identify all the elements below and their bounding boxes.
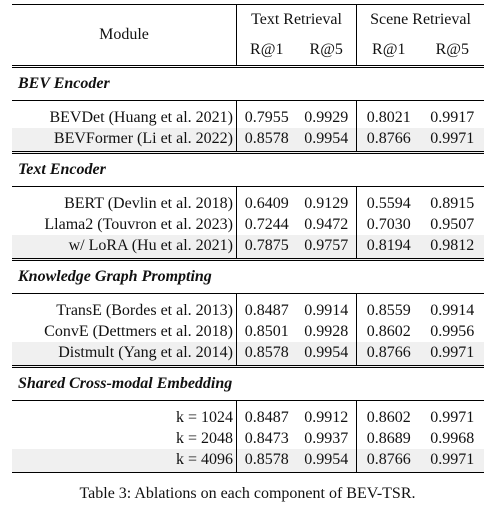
module-header: Module xyxy=(99,26,149,43)
module-cell: TransE (Bordes et al. 2013) xyxy=(56,301,233,319)
value-cell: 0.9954 xyxy=(304,450,349,468)
value-cell: 0.8487 xyxy=(236,400,297,428)
value-cell: 0.8915 xyxy=(430,194,475,212)
value-cell: 0.7030 xyxy=(355,214,421,235)
module-cell: k = 2048 xyxy=(175,429,233,447)
section: Knowledge Graph Prompting TransE (Bordes … xyxy=(12,258,484,367)
value-cell: 0.9954 xyxy=(304,129,349,147)
value-cell: 0.9928 xyxy=(304,322,349,340)
value-cell: 0.9917 xyxy=(430,108,475,126)
value-cell: 0.9954 xyxy=(304,343,349,361)
module-cell: ConvE (Dettmers et al. 2018) xyxy=(44,322,233,340)
group-header: Scene Retrieval xyxy=(355,4,484,35)
value-cell: 0.9472 xyxy=(304,215,349,233)
value-cell: 0.7875 xyxy=(236,235,297,260)
metric-row: R@1 R@5 R@1 R@5 xyxy=(12,35,484,67)
value-cell: 0.8766 xyxy=(355,342,421,367)
value-cell: 0.8689 xyxy=(355,428,421,449)
value-cell: 0.9937 xyxy=(304,429,349,447)
table-row: BEVFormer (Li et al. 2022) 0.8578 0.9954 0.… xyxy=(12,128,484,153)
section: BEV Encoder BEVDet (Huang et al. 2021) 0.7… xyxy=(12,65,484,153)
group-header: Text Retrieval xyxy=(236,4,357,35)
value-cell: 0.9971 xyxy=(430,343,475,361)
metric-header: R@5 xyxy=(435,41,469,58)
table-row: k = 2048 0.8473 0.9937 0.8689 0.9968 xyxy=(12,428,484,449)
module-cell: BEVFormer (Li et al. 2022) xyxy=(53,129,233,147)
value-cell: 0.9929 xyxy=(304,108,349,126)
section-title: Knowledge Graph Prompting xyxy=(12,258,484,294)
value-cell: 0.8766 xyxy=(355,449,421,473)
value-cell: 0.9914 xyxy=(304,301,349,319)
caption: Table 3: Ablations on each component of … xyxy=(79,485,416,502)
section-title-row: BEV Encoder xyxy=(12,65,484,101)
value-cell: 0.9971 xyxy=(430,129,475,147)
value-cell: 0.8487 xyxy=(236,293,297,321)
table-row: k = 4096 0.8578 0.9954 0.8766 0.9971 xyxy=(12,449,484,473)
ablation-table: Module Text Retrieval Scene Retrieval R@… xyxy=(12,4,484,473)
value-cell: 0.8578 xyxy=(236,342,297,367)
value-cell: 0.6409 xyxy=(236,186,297,214)
value-cell: 0.7244 xyxy=(236,214,297,235)
section-title-row: Shared Cross-modal Embedding xyxy=(12,365,484,401)
metric-header: R@1 xyxy=(236,35,297,67)
value-cell: 0.9129 xyxy=(304,194,349,212)
value-cell: 0.8501 xyxy=(236,321,297,342)
value-cell: 0.8021 xyxy=(355,100,421,128)
section-title: BEV Encoder xyxy=(12,65,484,101)
value-cell: 0.9956 xyxy=(430,322,475,340)
value-cell: 0.8602 xyxy=(355,400,421,428)
value-cell: 0.9968 xyxy=(430,429,475,447)
table-row: ConvE (Dettmers et al. 2018) 0.8501 0.9928… xyxy=(12,321,484,342)
table-row: Llama2 (Touvron et al. 2023) 0.7244 0.9472… xyxy=(12,214,484,235)
value-cell: 0.5594 xyxy=(355,186,421,214)
value-cell: 0.8766 xyxy=(355,128,421,153)
section-title-row: Text Encoder xyxy=(12,151,484,187)
value-cell: 0.9507 xyxy=(430,215,475,233)
section-title-row: Knowledge Graph Prompting xyxy=(12,258,484,294)
section: Shared Cross-modal Embedding k = 1024 0.84… xyxy=(12,365,484,473)
value-cell: 0.8578 xyxy=(236,128,297,153)
module-cell: w/ LoRA (Hu et al. 2021) xyxy=(68,236,233,254)
metric-header: R@5 xyxy=(309,41,343,58)
table-row: TransE (Bordes et al. 2013) 0.8487 0.9914 0… xyxy=(12,293,484,321)
value-cell: 0.9971 xyxy=(430,450,475,468)
value-cell: 0.8578 xyxy=(236,449,297,473)
value-cell: 0.8559 xyxy=(355,293,421,321)
value-cell: 0.7955 xyxy=(236,100,297,128)
value-cell: 0.9971 xyxy=(430,408,475,426)
table-row: Distmult (Yang et al. 2014) 0.8578 0.9954 0… xyxy=(12,342,484,367)
section-title: Shared Cross-modal Embedding xyxy=(12,365,484,401)
value-cell: 0.9914 xyxy=(430,301,475,319)
module-cell: BEVDet (Huang et al. 2021) xyxy=(49,108,233,126)
module-cell: BERT (Devlin et al. 2018) xyxy=(64,194,233,212)
section: Text Encoder BERT (Devlin et al. 2018) 0.6… xyxy=(12,151,484,260)
value-cell: 0.8473 xyxy=(236,428,297,449)
metric-header: R@1 xyxy=(355,35,421,67)
module-cell: k = 4096 xyxy=(175,450,233,468)
table-row: BERT (Devlin et al. 2018) 0.6409 0.9129 0.5… xyxy=(12,186,484,214)
value-cell: 0.8194 xyxy=(355,235,421,260)
module-cell: k = 1024 xyxy=(175,408,233,426)
module-cell: Distmult (Yang et al. 2014) xyxy=(58,343,233,361)
section-title: Text Encoder xyxy=(12,151,484,187)
header-row: Module Text Retrieval Scene Retrieval xyxy=(12,4,484,43)
value-cell: 0.9812 xyxy=(430,236,475,254)
module-cell: Llama2 (Touvron et al. 2023) xyxy=(44,215,233,233)
value-cell: 0.8602 xyxy=(355,321,421,342)
table-row: w/ LoRA (Hu et al. 2021) 0.7875 0.9757 0.81… xyxy=(12,235,484,260)
value-cell: 0.9757 xyxy=(304,236,349,254)
table-row: BEVDet (Huang et al. 2021) 0.7955 0.9929 0.… xyxy=(12,100,484,128)
table-row: k = 1024 0.8487 0.9912 0.8602 0.9971 xyxy=(12,400,484,428)
value-cell: 0.9912 xyxy=(304,408,349,426)
